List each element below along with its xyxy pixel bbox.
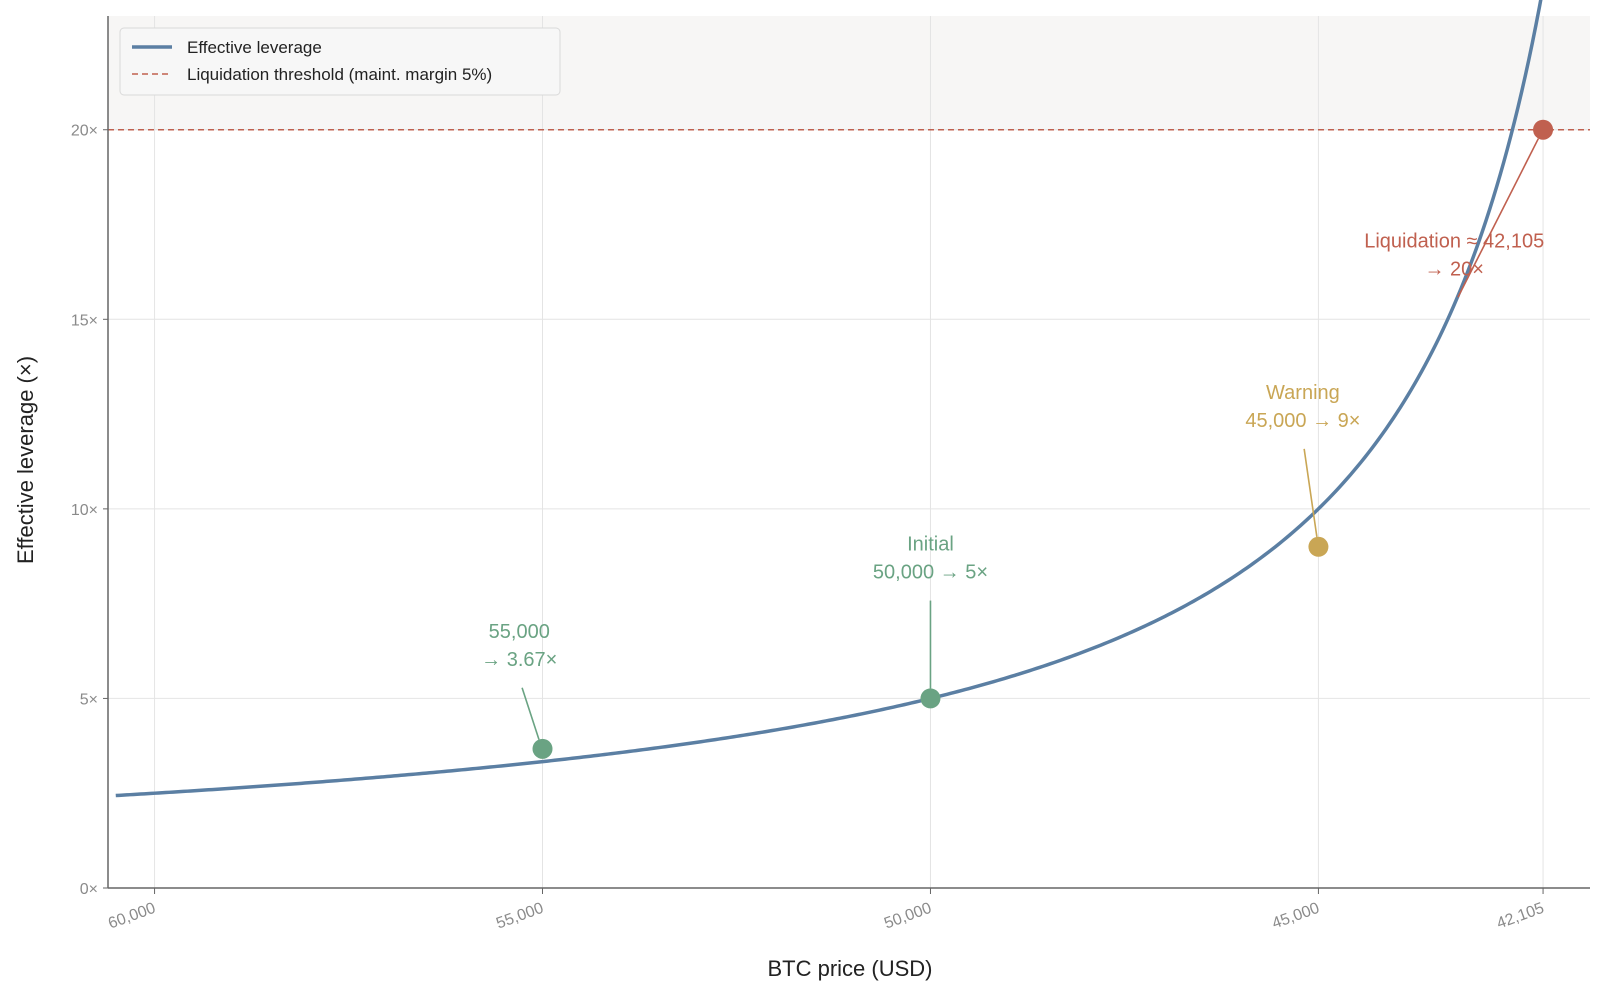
annotation-label-1: Initial <box>907 534 954 556</box>
annotation-label-1: 50,000 → 5× <box>873 562 988 584</box>
y-tick-label: 0× <box>80 881 98 898</box>
annotation-marker-3 <box>1533 119 1554 140</box>
legend: Effective leverage Liquidation threshold… <box>119 27 561 96</box>
legend-box <box>119 27 561 96</box>
y-tick-label: 10× <box>71 502 98 519</box>
annotation-leader-2 <box>1303 448 1318 538</box>
annotation-marker-2 <box>1308 536 1329 557</box>
annotation-label-0: → 3.67× <box>481 649 557 671</box>
x-axis-title: BTC price (USD) <box>767 956 932 981</box>
legend-label-threshold: Liquidation threshold (maint. margin 5%) <box>187 65 492 84</box>
legend-label-leverage: Effective leverage <box>187 38 322 57</box>
annotation-marker-1 <box>920 688 941 709</box>
annotation-leader-3 <box>1457 138 1540 298</box>
annotation-leader-0 <box>521 687 540 740</box>
y-tick-label: 5× <box>80 691 98 708</box>
annotation-label-2: 45,000 → 9× <box>1245 410 1360 432</box>
annotation-label-2: Warning <box>1266 382 1340 404</box>
y-tick-label: 15× <box>71 312 98 329</box>
annotation-label-3: Liquidation ≈ 42,105 <box>1364 230 1544 252</box>
annotation-label-3: → 20× <box>1424 258 1483 280</box>
annotation-marker-0 <box>532 738 553 759</box>
y-axis-title: Effective leverage (×) <box>13 356 38 564</box>
annotation-label-0: 55,000 <box>489 621 550 643</box>
y-tick-label: 20× <box>71 123 98 140</box>
effective-leverage-line <box>115 0 1543 798</box>
